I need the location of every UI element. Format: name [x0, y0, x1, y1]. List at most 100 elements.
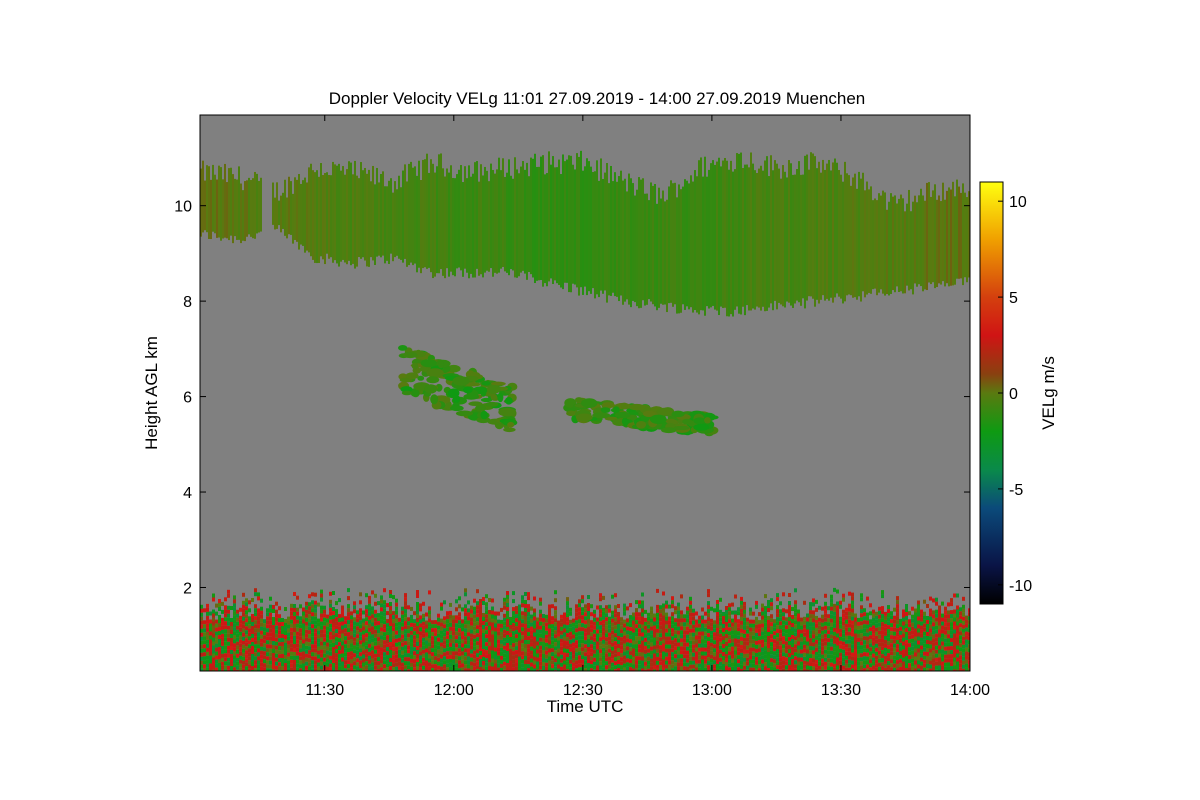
boundary-cell [323, 633, 326, 638]
boundary-cell [203, 652, 206, 657]
boundary-cell [821, 622, 824, 627]
boundary-cell [245, 606, 248, 611]
boundary-cell [260, 630, 263, 635]
boundary-cell [443, 628, 446, 633]
boundary-cell [866, 648, 869, 653]
boundary-cell [716, 600, 719, 604]
boundary-cell [779, 657, 782, 662]
boundary-cell [869, 623, 872, 628]
boundary-cell [269, 620, 272, 625]
boundary-cell [398, 653, 401, 658]
boundary-cell [362, 646, 365, 651]
boundary-cell [344, 660, 347, 665]
boundary-cell [713, 648, 716, 653]
boundary-cell [287, 640, 290, 645]
cirrus-streak [816, 168, 818, 300]
boundary-cell [470, 649, 473, 654]
boundary-cell [323, 621, 326, 626]
boundary-cell [866, 612, 869, 617]
boundary-cell [863, 628, 866, 633]
boundary-cell [416, 614, 419, 618]
boundary-cell [326, 618, 329, 623]
boundary-cell [683, 666, 686, 671]
boundary-cell [428, 610, 431, 615]
boundary-cell [389, 618, 392, 622]
boundary-cell [752, 663, 755, 668]
boundary-cell [761, 663, 764, 668]
cirrus-streak [622, 180, 624, 305]
boundary-cell [740, 624, 743, 629]
boundary-cell [722, 640, 725, 644]
boundary-cell [569, 667, 572, 671]
boundary-cell [269, 596, 272, 601]
boundary-cell [533, 664, 536, 669]
boundary-cell [254, 604, 257, 609]
cirrus-streak [280, 195, 282, 233]
boundary-cell [578, 663, 581, 668]
boundary-cell [374, 641, 377, 646]
boundary-cell [635, 624, 638, 629]
boundary-cell [263, 667, 266, 671]
boundary-cell [746, 625, 749, 630]
boundary-cell [560, 618, 563, 623]
cirrus-streak [602, 178, 604, 294]
boundary-cell [812, 622, 815, 627]
boundary-cell [917, 600, 920, 605]
boundary-cell [848, 607, 851, 612]
boundary-cell [950, 626, 953, 631]
boundary-cell [347, 628, 350, 633]
boundary-cell [821, 638, 824, 643]
boundary-cell [671, 596, 674, 601]
boundary-cell [689, 644, 692, 649]
cirrus-streak [746, 164, 748, 306]
boundary-cell [731, 638, 734, 643]
boundary-cell [806, 625, 809, 630]
boundary-cell [965, 627, 968, 632]
boundary-cell [218, 635, 221, 639]
boundary-cell [524, 648, 527, 652]
boundary-cell [221, 649, 224, 654]
cirrus-streak [496, 169, 498, 274]
boundary-cell [920, 625, 923, 630]
boundary-cell [752, 631, 755, 636]
boundary-cell [281, 662, 284, 666]
boundary-cell [431, 664, 434, 669]
boundary-cell [434, 636, 437, 641]
boundary-cell [293, 648, 296, 652]
boundary-cell [758, 660, 761, 665]
boundary-cell [650, 618, 653, 623]
boundary-cell [752, 651, 755, 656]
boundary-cell [596, 665, 599, 670]
boundary-cell [329, 643, 332, 648]
boundary-cell [527, 628, 530, 633]
boundary-cell [743, 617, 746, 622]
boundary-cell [893, 655, 896, 660]
boundary-cell [248, 664, 251, 669]
boundary-cell [659, 621, 662, 626]
boundary-cell [677, 654, 680, 659]
boundary-cell [932, 630, 935, 635]
cirrus-streak [248, 177, 250, 235]
boundary-cell [647, 656, 650, 661]
boundary-cell [560, 614, 563, 619]
boundary-cell [887, 625, 890, 630]
cirrus-streak [774, 160, 776, 301]
boundary-cell [503, 645, 506, 650]
boundary-cell [482, 661, 485, 665]
boundary-cell [626, 650, 629, 655]
boundary-cell [212, 653, 215, 658]
boundary-cell [407, 645, 410, 650]
boundary-cell [788, 605, 791, 609]
boundary-cell [884, 663, 887, 668]
boundary-cell [626, 642, 629, 647]
boundary-cell [452, 635, 455, 640]
boundary-cell [293, 632, 296, 636]
boundary-cell [500, 627, 503, 632]
boundary-cell [512, 663, 515, 668]
boundary-cell [290, 663, 293, 668]
boundary-cell [764, 618, 767, 623]
boundary-cell [614, 617, 617, 622]
boundary-cell [632, 640, 635, 645]
boundary-cell [767, 600, 770, 604]
